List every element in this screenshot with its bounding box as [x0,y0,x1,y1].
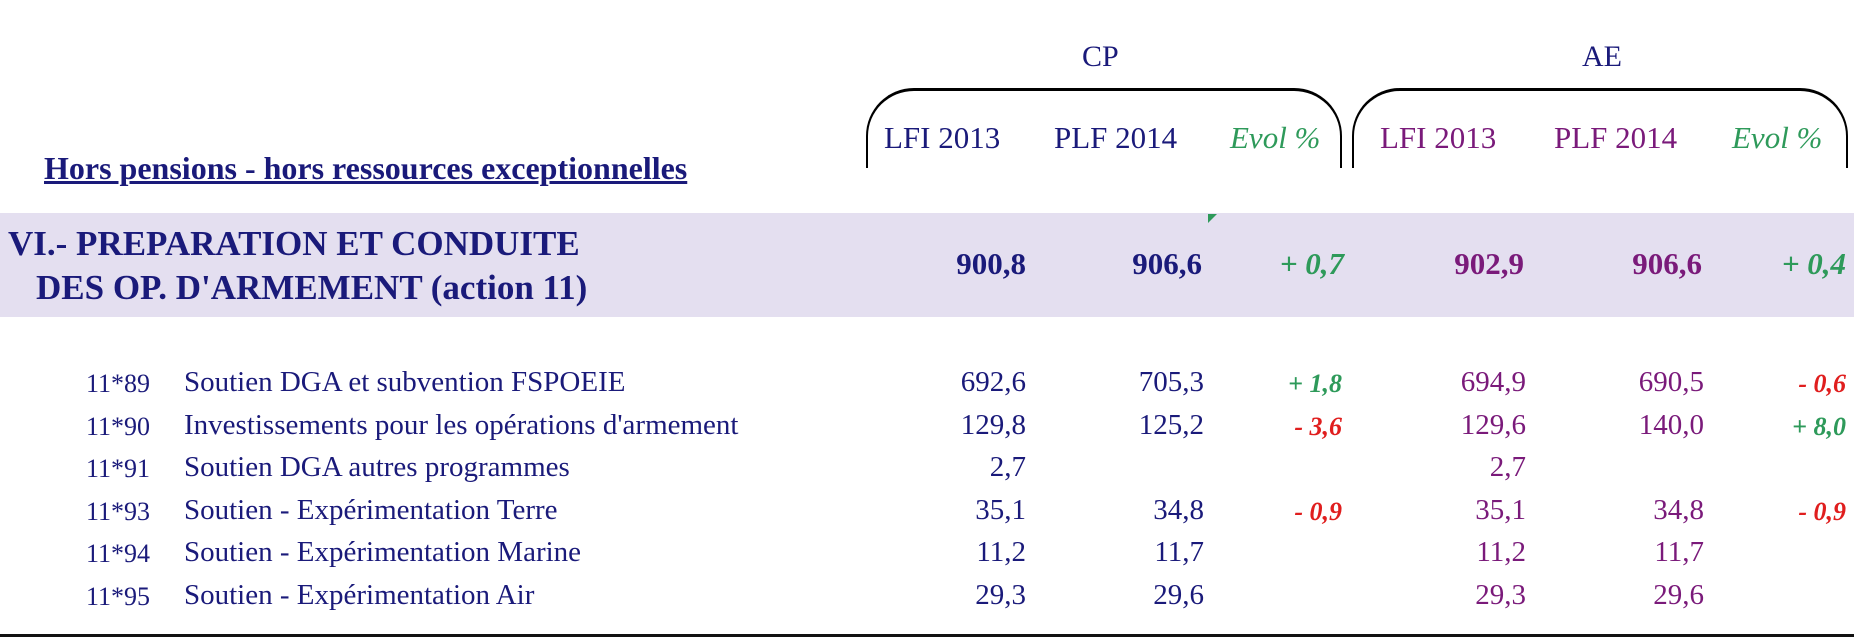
section-ae-lfi: 902,9 [1454,246,1524,281]
cell-cp-lfi: 35,1 [975,493,1026,526]
cell-code: 11*95 [85,582,150,611]
cell-ae-plf: 690,5 [1638,366,1704,398]
section-cp-plf: 906,6 [1132,246,1202,281]
cell-label: Soutien - Expérimentation Marine [184,536,582,569]
section-cp-lfi: 900,8 [956,246,1026,281]
cell-cp-lfi: 2,7 [989,451,1026,484]
cell-label: Soutien - Expérimentation Air [184,579,535,611]
cell-cp-evol: - 0,9 [1294,496,1342,526]
col-header-cp-evol: Evol % [1230,120,1321,155]
cell-code: 11*94 [85,539,150,569]
cell-ae-lfi: 29,3 [1475,579,1526,611]
cell-code: 11*89 [85,369,150,398]
cell-ae-evol: + 8,0 [1792,411,1846,441]
cell-cp-evol: - 3,6 [1294,411,1342,441]
cell-cp-lfi: 11,2 [976,536,1026,569]
cell-cp-plf: 705,3 [1138,366,1204,398]
cell-ae-plf: 34,8 [1653,493,1704,526]
cell-code: 11*93 [85,496,150,526]
cell-cp-plf: 34,8 [1153,493,1204,526]
section-ae-evol: + 0,4 [1781,246,1846,281]
ae-group-bracket [1352,88,1848,168]
table-title: Hors pensions - hors ressources exceptio… [44,150,688,186]
section-ae-plf: 906,6 [1632,246,1702,281]
cell-label: Soutien - Expérimentation Terre [184,493,558,526]
cell-ae-plf: 11,7 [1654,536,1704,569]
cell-ae-evol: - 0,9 [1798,496,1846,526]
col-header-ae-plf: PLF 2014 [1554,120,1678,155]
cell-code: 11*91 [85,454,150,484]
cell-ae-lfi: 11,2 [1476,536,1526,569]
cell-cp-plf: 125,2 [1138,408,1204,441]
cell-comment-marker [1208,214,1217,223]
cell-ae-plf: 140,0 [1638,408,1704,441]
cell-ae-lfi: 35,1 [1475,493,1526,526]
table-bottom-border [0,634,1854,637]
col-header-cp-plf: PLF 2014 [1054,120,1178,155]
col-header-cp-lfi: LFI 2013 [884,120,1001,155]
cp-group-bracket [866,88,1342,168]
cell-code: 11*90 [85,411,150,441]
cell-cp-plf: 29,6 [1153,579,1204,611]
cell-cp-lfi: 29,3 [975,579,1026,611]
cell-ae-evol: - 0,6 [1798,369,1846,398]
cell-cp-lfi: 692,6 [960,366,1026,398]
cell-cp-lfi: 129,8 [960,408,1026,441]
cp-group-label: CP [1082,40,1119,73]
cell-cp-plf: 11,7 [1154,536,1204,569]
cell-ae-lfi: 694,9 [1460,366,1526,398]
cell-label: Soutien DGA autres programmes [184,451,570,484]
cell-cp-evol: + 1,8 [1288,369,1342,398]
section-cp-evol: + 0,7 [1279,246,1344,281]
cell-ae-lfi: 2,7 [1489,451,1526,484]
section-title-line1: VI.- PREPARATION ET CONDUITE [8,224,580,263]
col-header-ae-evol: Evol % [1732,120,1823,155]
ae-group-label: AE [1582,40,1622,73]
col-header-ae-lfi: LFI 2013 [1380,120,1497,155]
cell-label: Investissements pour les opérations d'ar… [184,408,739,441]
section-title-line2: DES OP. D'ARMEMENT (action 11) [36,268,588,307]
cell-label: Soutien DGA et subvention FSPOEIE [184,366,626,398]
cell-ae-plf: 29,6 [1653,579,1704,611]
cell-ae-lfi: 129,6 [1460,408,1526,441]
section-band [0,213,1854,317]
